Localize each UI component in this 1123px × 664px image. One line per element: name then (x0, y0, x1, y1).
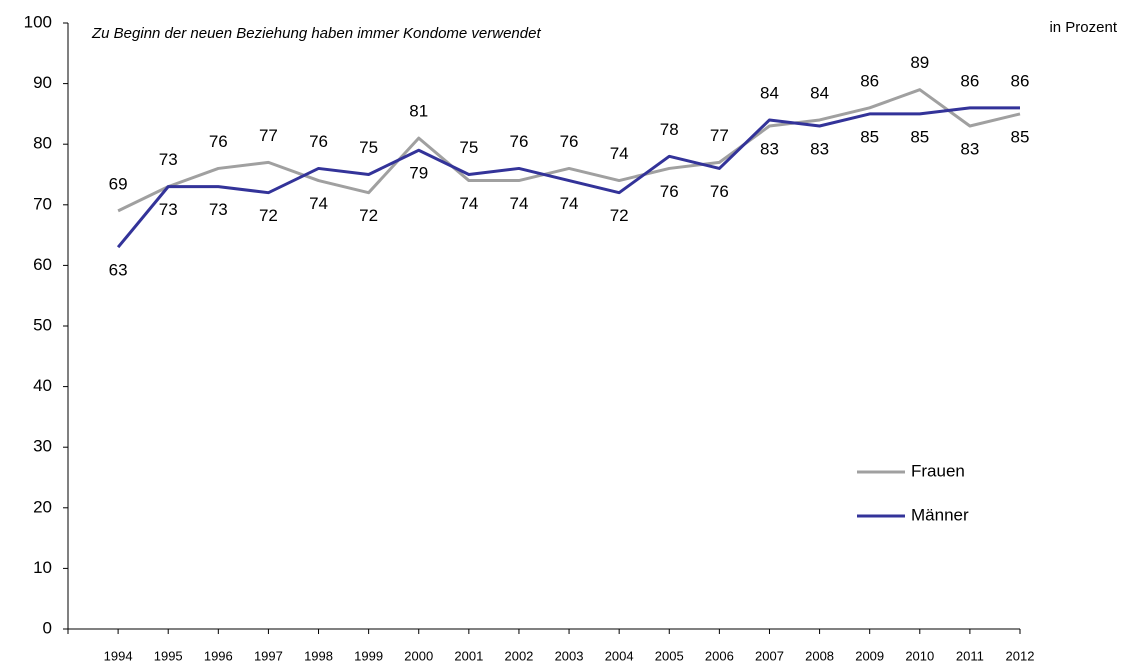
data-label: 72 (610, 206, 629, 225)
data-label: 83 (960, 140, 979, 159)
data-label: 72 (359, 206, 378, 225)
x-tick-label: 2010 (905, 648, 934, 663)
data-label: 85 (1011, 127, 1030, 146)
data-label: 77 (259, 126, 278, 145)
data-label: 76 (309, 132, 328, 151)
data-label: 79 (409, 164, 428, 183)
x-tick-label: 1996 (204, 648, 233, 663)
x-tick-label: 1999 (354, 648, 383, 663)
data-label: 83 (760, 140, 779, 159)
data-label: 74 (309, 194, 328, 213)
data-label: 89 (910, 53, 929, 72)
data-label: 81 (409, 102, 428, 121)
y-tick-label: 70 (33, 194, 52, 213)
data-label: 83 (810, 140, 829, 159)
data-label: 76 (509, 132, 528, 151)
y-tick-label: 50 (33, 315, 52, 334)
x-tick-label: 2008 (805, 648, 834, 663)
data-label: 76 (209, 132, 228, 151)
data-label: 78 (660, 120, 679, 139)
data-label: 76 (710, 182, 729, 201)
x-tick-label: 2005 (655, 648, 684, 663)
line-series (116, 106, 1020, 249)
data-label: 73 (159, 200, 178, 219)
data-label: 74 (610, 144, 629, 163)
y-tick-label: 100 (24, 12, 52, 31)
data-label: 73 (159, 150, 178, 169)
data-label: 84 (810, 83, 829, 102)
data-label: 75 (459, 138, 478, 157)
chart-title: Zu Beginn der neuen Beziehung haben imme… (91, 25, 541, 42)
data-label: 76 (660, 182, 679, 201)
x-tick-label: 1994 (104, 648, 133, 663)
data-label: 86 (960, 71, 979, 90)
x-tick-label: 2002 (504, 648, 533, 663)
y-tick-label: 0 (43, 618, 52, 637)
data-label: 74 (459, 194, 478, 213)
y-tick-label: 80 (33, 134, 52, 153)
x-tick-label: 2003 (555, 648, 584, 663)
data-label: 75 (359, 138, 378, 157)
data-label: 84 (760, 83, 779, 102)
x-tick-label: 2012 (1006, 648, 1035, 663)
data-label: 74 (560, 194, 579, 213)
data-label: 69 (109, 174, 128, 193)
data-label: 85 (860, 127, 879, 146)
data-label: 72 (259, 206, 278, 225)
x-tick-label: 2009 (855, 648, 884, 663)
data-label: 86 (860, 71, 879, 90)
y-tick-label: 20 (33, 497, 52, 516)
y-tick-label: 40 (33, 376, 52, 395)
x-tick-label: 2006 (705, 648, 734, 663)
unit-label: in Prozent (1049, 19, 1117, 36)
x-tick-label: 1995 (154, 648, 183, 663)
data-label: 74 (509, 194, 528, 213)
x-tick-label: 2000 (404, 648, 433, 663)
x-tick-label: 2011 (956, 648, 984, 663)
data-label: 76 (560, 132, 579, 151)
y-tick-label: 90 (33, 73, 52, 92)
data-label: 63 (109, 261, 128, 280)
data-label: 73 (209, 200, 228, 219)
x-tick-label: 2004 (605, 648, 634, 663)
x-tick-label: 2007 (755, 648, 784, 663)
y-tick-label: 10 (33, 558, 52, 577)
legend-label: Frauen (911, 461, 965, 480)
x-tick-label: 1997 (254, 648, 283, 663)
legend-label: Männer (911, 505, 969, 524)
line-series (117, 88, 1021, 213)
data-label: 77 (710, 126, 729, 145)
y-tick-label: 30 (33, 437, 52, 456)
y-tick-label: 60 (33, 255, 52, 274)
data-label: 85 (910, 127, 929, 146)
x-tick-label: 2001 (454, 648, 483, 663)
data-label: 86 (1011, 71, 1030, 90)
x-tick-label: 1998 (304, 648, 333, 663)
